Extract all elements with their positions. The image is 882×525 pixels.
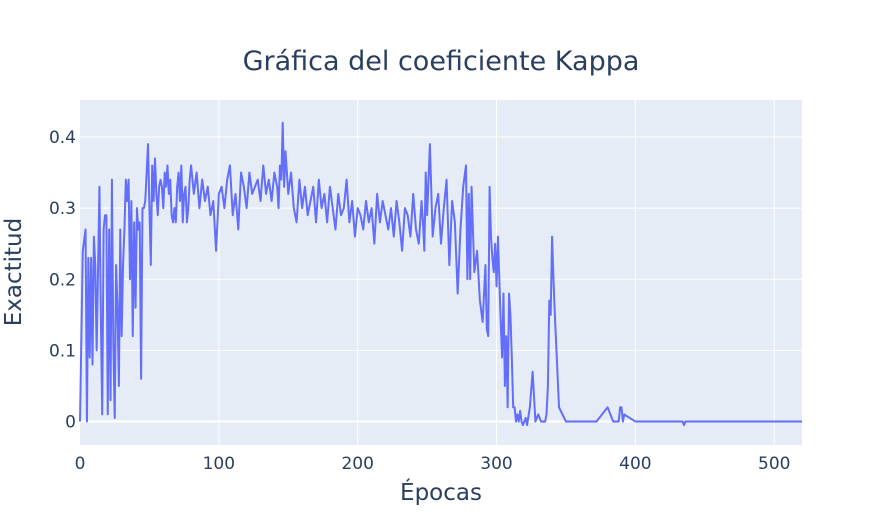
y-tick-label: 0: [65, 413, 76, 433]
y-tick-label: 0.1: [49, 341, 76, 361]
plot-area: [80, 100, 802, 445]
kappa-series-line: [79, 121, 802, 427]
chart-title: Gráfica del coeficiente Kappa: [243, 46, 640, 77]
x-tick-label: 500: [758, 454, 790, 474]
y-axis-title: Exactitud: [1, 218, 27, 327]
x-tick-label: 400: [619, 454, 651, 474]
x-tick-label: 300: [480, 454, 512, 474]
y-tick-label: 0.2: [49, 270, 76, 290]
x-tick-label: 200: [341, 454, 373, 474]
y-axis-ticks: 0 0.1 0.2 0.3 0.4: [49, 128, 76, 433]
x-axis-title: Épocas: [400, 478, 482, 506]
x-axis-ticks: 0 100 200 300 400 500: [75, 454, 791, 474]
y-tick-label: 0.3: [49, 199, 76, 219]
y-tick-label: 0.4: [49, 128, 76, 148]
x-tick-label: 0: [75, 454, 86, 474]
x-tick-label: 100: [203, 454, 235, 474]
